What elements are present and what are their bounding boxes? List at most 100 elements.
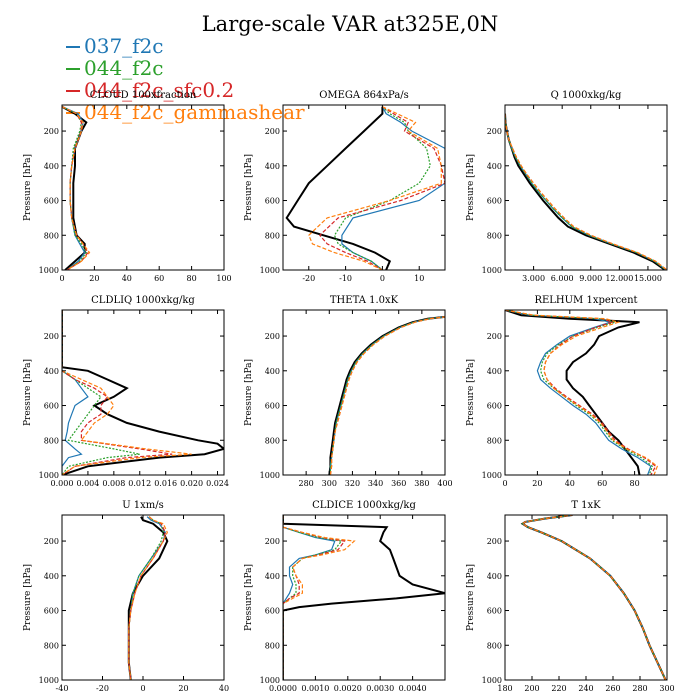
legend-label: 044_f2c_gammashear [84, 100, 305, 124]
subplot: THETA 1.0xK 200 400 600 800 1000 280 300 320 340 3… [244, 295, 453, 488]
x-tick-label: 0 [502, 479, 507, 488]
x-tick-label: 200 [524, 684, 539, 693]
subplot-title: U 1xm/s [122, 500, 164, 511]
subplot-title: THETA 1.0xK [330, 295, 399, 306]
x-tick-label: 6.000 [551, 274, 574, 283]
series-line [505, 310, 659, 475]
x-tick-label: 0.004 [76, 479, 99, 488]
x-tick-label: 80 [630, 479, 640, 488]
series-line [505, 310, 641, 475]
x-tick-label: 360 [391, 479, 406, 488]
y-tick-label: 800 [44, 436, 59, 445]
x-tick-label: 280 [632, 684, 647, 693]
y-axis-label: Pressure [hPa] [23, 359, 33, 426]
x-tick-label: 320 [345, 479, 360, 488]
plot-frame [61, 514, 225, 681]
series-line [520, 515, 667, 680]
x-tick-label: 400 [437, 479, 452, 488]
y-tick-label: 1000 [39, 266, 59, 275]
y-tick-label: 800 [265, 231, 280, 240]
x-tick-label: 15.000 [634, 274, 662, 283]
y-tick-label: 600 [265, 607, 280, 616]
y-tick-label: 400 [44, 367, 59, 376]
x-tick-label: 280 [299, 479, 314, 488]
plot-frame [61, 309, 225, 476]
x-tick-label: 9.000 [579, 274, 602, 283]
y-tick-label: 400 [487, 367, 502, 376]
y-tick-label: 800 [44, 641, 59, 650]
series-line [329, 316, 445, 475]
y-tick-label: 600 [44, 607, 59, 616]
x-tick-label: 0.020 [180, 479, 203, 488]
x-tick-label: 0.012 [128, 479, 151, 488]
subplot: U 1xm/s 200 400 600 800 1000-40 -20 0 20 40 Pressu… [23, 500, 229, 693]
y-axis-label: Pressure [hPa] [244, 359, 254, 426]
series-line [62, 310, 224, 475]
y-tick-label: 800 [265, 436, 280, 445]
y-tick-label: 1000 [260, 471, 280, 480]
legend-swatch [66, 46, 80, 48]
series-line [328, 315, 445, 475]
series-line [505, 310, 652, 475]
x-tick-label: 0 [140, 684, 145, 693]
plot-frame [282, 309, 446, 476]
y-tick-label: 200 [44, 537, 59, 546]
series-line [505, 113, 667, 270]
x-tick-label: 3.000 [522, 274, 545, 283]
legend-swatch [66, 90, 80, 92]
y-tick-label: 200 [44, 127, 59, 136]
y-tick-label: 400 [44, 162, 59, 171]
subplot-title: CLDLIQ 1000xkg/kg [91, 295, 195, 306]
y-tick-label: 200 [487, 537, 502, 546]
figure-title: Large-scale VAR at325E,0N [201, 12, 499, 36]
series-line [329, 316, 445, 475]
plot-frame [61, 104, 225, 271]
x-tick-label: 300 [322, 479, 337, 488]
series-line [333, 106, 431, 270]
x-tick-label: 0.000 [51, 479, 74, 488]
y-tick-label: 200 [487, 127, 502, 136]
y-tick-label: 1000 [39, 676, 59, 685]
x-tick-label: 20 [532, 479, 542, 488]
y-tick-label: 1000 [482, 471, 502, 480]
subplot-title: RELHUM 1xpercent [534, 295, 637, 306]
y-tick-label: 1000 [39, 471, 59, 480]
series-line [283, 515, 346, 680]
series-line [505, 113, 667, 270]
x-tick-label: -20 [96, 684, 109, 693]
subplot-title: Q 1000xkg/kg [551, 90, 622, 101]
y-axis-label: Pressure [hPa] [244, 154, 254, 221]
x-tick-label: 40 [219, 684, 229, 693]
x-tick-label: 80 [187, 274, 197, 283]
plot-frame [282, 104, 446, 271]
series-line [521, 515, 667, 680]
y-tick-label: 600 [487, 402, 502, 411]
series-line [128, 516, 166, 680]
plot-frame [504, 104, 668, 271]
y-tick-label: 400 [487, 162, 502, 171]
series-line [505, 310, 654, 475]
series-line [62, 310, 89, 475]
x-tick-label: 0.008 [102, 479, 125, 488]
y-tick-label: 600 [487, 607, 502, 616]
y-axis-label: Pressure [hPa] [244, 564, 254, 631]
series-line [62, 105, 88, 270]
y-tick-label: 400 [265, 572, 280, 581]
series-line [329, 316, 445, 475]
y-axis-label: Pressure [hPa] [466, 359, 476, 426]
y-tick-label: 800 [487, 436, 502, 445]
y-tick-label: 600 [44, 197, 59, 206]
x-tick-label: 0.0000 [269, 684, 297, 693]
x-tick-label: 220 [551, 684, 566, 693]
x-tick-label: 180 [497, 684, 512, 693]
series-line [318, 106, 445, 270]
subplot-title: OMEGA 864xPa/s [319, 90, 409, 101]
series-line [521, 515, 667, 680]
y-tick-label: 400 [265, 367, 280, 376]
subplot-title: CLOUD 100xfraction [90, 90, 197, 101]
